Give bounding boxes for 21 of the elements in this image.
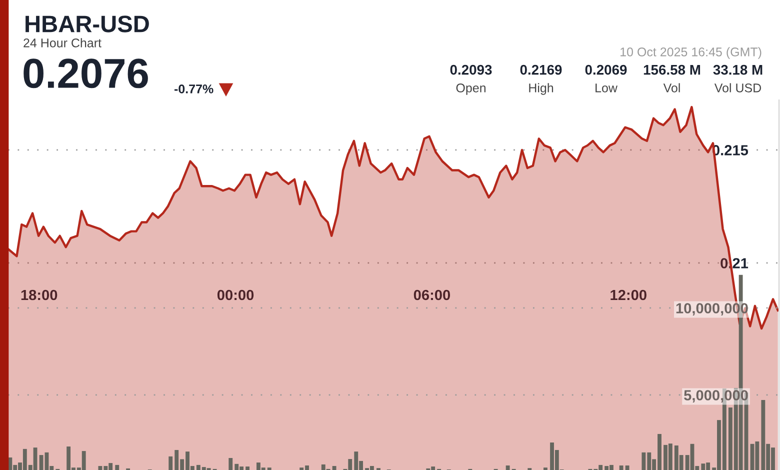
text: 0.2169 [520, 64, 562, 75]
text: 33.18 M [713, 64, 762, 75]
text: 0.2069 [585, 64, 627, 75]
text: Low [596, 84, 618, 92]
x-tick-label: 12:00 [610, 290, 646, 300]
text: 10 Oct 2025 16:45 (GMT) [620, 47, 762, 59]
text: -0.77% [174, 84, 214, 94]
y2-tick-label: 5,000,000 [684, 390, 748, 403]
chart-title: HBAR-USD [26, 16, 149, 32]
x-tick-label: 00:00 [217, 290, 254, 300]
text: Vol [663, 83, 680, 92]
text: Vol USD [714, 83, 762, 92]
text: 0.2093 [450, 64, 492, 75]
x-tick-label: 18:00 [21, 290, 58, 300]
y2-tick-label: 10,000,000 [676, 303, 748, 316]
x-tick-label: 06:00 [414, 290, 450, 300]
chart-subtitle: 24 Hour Chart [24, 38, 102, 48]
text: 0.2076 [24, 58, 148, 88]
text: 156.58 M [644, 64, 700, 75]
text: Open [456, 84, 486, 95]
text: High [529, 83, 554, 95]
